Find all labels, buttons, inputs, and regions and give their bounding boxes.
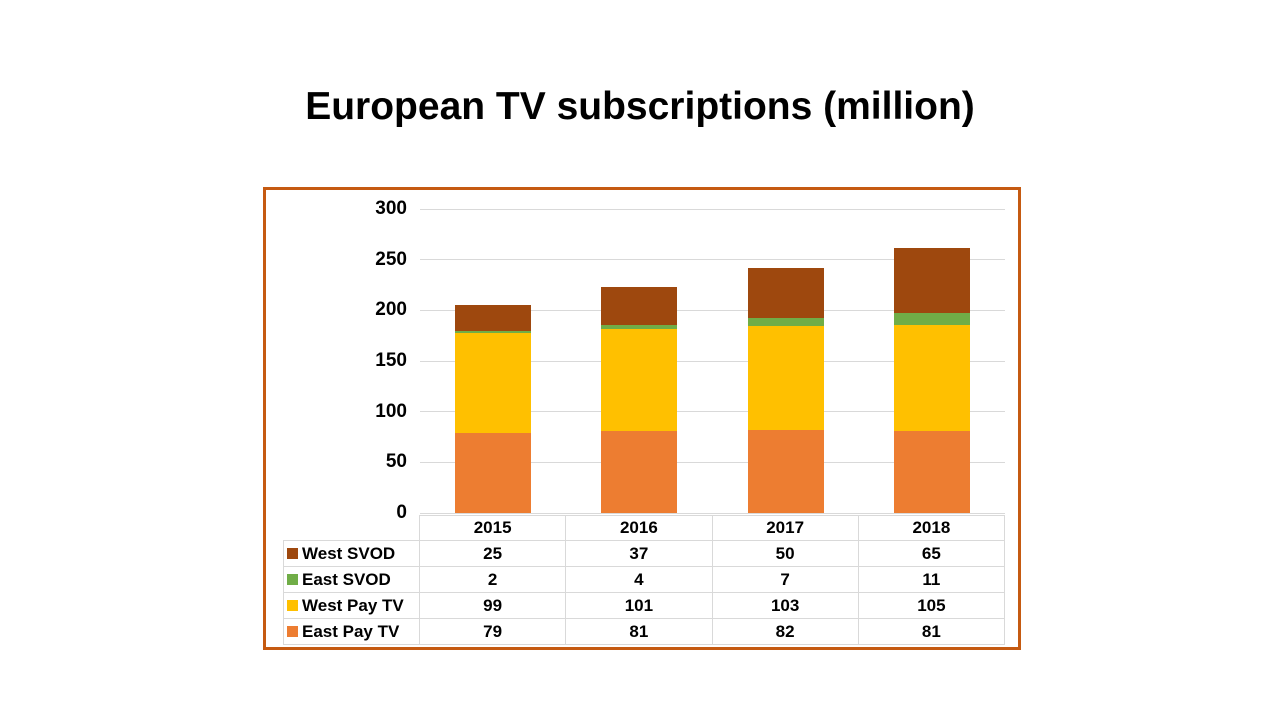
bar-segment-west-pay-tv-2018 bbox=[893, 324, 970, 431]
legend-label-west-svod: West SVOD bbox=[302, 543, 396, 563]
y-axis-tick-label-300: 300 bbox=[375, 198, 407, 219]
y-axis-tick-label-200: 200 bbox=[375, 299, 407, 321]
y-axis-tick-label-0: 0 bbox=[396, 502, 407, 523]
y-axis-tick-label-150: 150 bbox=[375, 350, 407, 371]
y-axis-tick-label-50: 50 bbox=[385, 451, 407, 473]
table-value-east-pay-tv-2018: 81 bbox=[858, 619, 1005, 645]
table-value-east-pay-tv-2015: 79 bbox=[420, 619, 567, 645]
legend-label-east-pay-tv: East Pay TV bbox=[302, 621, 400, 641]
table-value-east-svod-2018: 11 bbox=[858, 567, 1005, 593]
legend-label-cell-west-svod: West SVOD bbox=[283, 541, 420, 567]
table-header-2016: 2016 bbox=[566, 515, 713, 541]
table-header-2017: 2017 bbox=[712, 515, 859, 541]
plot-area bbox=[420, 208, 1005, 514]
table-value-west-svod-2018: 65 bbox=[858, 541, 1005, 567]
gridline-200 bbox=[420, 309, 1005, 311]
bar-segment-west-svod-2017 bbox=[747, 267, 824, 319]
table-value-east-svod-2017: 7 bbox=[712, 567, 859, 593]
legend-swatch-east-svod bbox=[287, 574, 298, 585]
legend-label-cell-east-svod: East SVOD bbox=[283, 567, 420, 593]
bar-segment-east-pay-tv-2016 bbox=[601, 430, 678, 513]
y-axis-tick-label-250: 250 bbox=[375, 248, 407, 270]
bar-segment-west-pay-tv-2017 bbox=[747, 325, 824, 430]
bar-segment-west-svod-2016 bbox=[601, 287, 678, 325]
legend-swatch-west-svod bbox=[287, 548, 298, 559]
bar-segment-east-svod-2018 bbox=[893, 313, 970, 325]
table-value-west-svod-2016: 37 bbox=[566, 541, 713, 567]
bar-segment-east-svod-2016 bbox=[601, 324, 678, 329]
legend-label-cell-east-pay-tv: East Pay TV bbox=[283, 619, 420, 645]
gridline-250 bbox=[420, 259, 1005, 261]
table-header-2018: 2018 bbox=[858, 515, 1005, 541]
data-table: 2015 2016 2017 2018 West SVOD 25 37 50 65 East SV… bbox=[283, 515, 1005, 645]
legend-label-cell-west-pay-tv: West Pay TV bbox=[283, 593, 420, 619]
table-value-west-pay-tv-2016: 101 bbox=[566, 593, 713, 619]
y-axis-tick-label-100: 100 bbox=[375, 400, 407, 422]
table-value-east-svod-2015: 2 bbox=[420, 567, 567, 593]
bar-segment-west-pay-tv-2015 bbox=[455, 332, 532, 433]
table-value-west-svod-2017: 50 bbox=[712, 541, 859, 567]
bar-segment-west-svod-2015 bbox=[455, 305, 532, 331]
table-value-west-svod-2015: 25 bbox=[420, 541, 567, 567]
table-value-west-pay-tv-2015: 99 bbox=[420, 593, 567, 619]
table-value-west-pay-tv-2017: 103 bbox=[712, 593, 859, 619]
bar-segment-east-pay-tv-2018 bbox=[893, 430, 970, 513]
bar-segment-east-svod-2015 bbox=[455, 330, 532, 333]
gridline-0 bbox=[420, 512, 1005, 514]
bar-segment-east-svod-2017 bbox=[747, 318, 824, 326]
gridline-100 bbox=[420, 411, 1005, 413]
bar-segment-west-svod-2018 bbox=[893, 247, 970, 314]
legend-swatch-west-pay-tv bbox=[287, 600, 298, 611]
gridline-150 bbox=[420, 360, 1005, 362]
table-header-2015: 2015 bbox=[420, 515, 567, 541]
chart-title: European TV subscriptions (million) bbox=[305, 85, 975, 128]
table-value-east-pay-tv-2016: 81 bbox=[566, 619, 713, 645]
gridline-50 bbox=[420, 461, 1005, 463]
gridline-300 bbox=[420, 208, 1005, 210]
legend-label-west-pay-tv: West Pay TV bbox=[302, 595, 404, 615]
table-corner-cell bbox=[283, 515, 420, 541]
bar-segment-east-pay-tv-2015 bbox=[455, 432, 532, 513]
bar-segment-east-pay-tv-2017 bbox=[747, 429, 824, 513]
bar-segment-west-pay-tv-2016 bbox=[601, 328, 678, 431]
chart-frame: 2015 2016 2017 2018 West SVOD 25 37 50 65 East SV… bbox=[263, 187, 1021, 650]
table-value-east-pay-tv-2017: 82 bbox=[712, 619, 859, 645]
table-value-east-svod-2016: 4 bbox=[566, 567, 713, 593]
legend-label-east-svod: East SVOD bbox=[302, 569, 391, 589]
legend-swatch-east-pay-tv bbox=[287, 626, 298, 637]
table-value-west-pay-tv-2018: 105 bbox=[858, 593, 1005, 619]
